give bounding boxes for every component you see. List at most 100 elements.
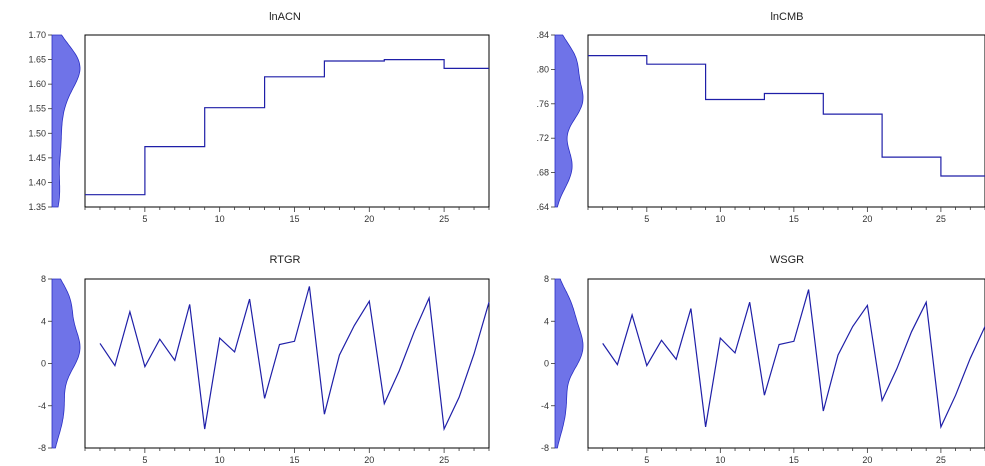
- data-point: [233, 107, 235, 109]
- y-tick-label: .80: [536, 64, 549, 74]
- data-point: [631, 314, 633, 316]
- data-point: [174, 145, 176, 147]
- data-point: [458, 67, 460, 69]
- data-point: [263, 397, 265, 399]
- data-point: [866, 113, 868, 115]
- data-point: [398, 370, 400, 372]
- chart-panel-lnACN: lnACN 1.35 1.40 1.45 1.50 1.55 1.60 1.65 1.70 5 1…: [28, 11, 490, 224]
- chart-panel-lnCMB: lnCMB .64 .68 .72 .76 .80 .84 5 10 15 20 25: [536, 11, 985, 224]
- y-tick-label: 1.70: [28, 30, 46, 40]
- data-point: [793, 340, 795, 342]
- data-point: [353, 324, 355, 326]
- y-tick-label: 1.35: [28, 202, 46, 212]
- data-point: [910, 156, 912, 158]
- density-strip-lnACN: [51, 34, 81, 208]
- data-point: [793, 92, 795, 94]
- y-tick-label: -4: [541, 401, 549, 411]
- data-point: [940, 175, 942, 177]
- y-tick-label: 1.65: [28, 55, 46, 65]
- data-point: [114, 194, 116, 196]
- density-strip-lnCMB: [554, 34, 584, 208]
- data-point: [969, 175, 971, 177]
- y-tick-label: 1.40: [28, 177, 46, 187]
- data-point: [233, 351, 235, 353]
- data-point: [675, 63, 677, 65]
- y-tick-label: .84: [536, 30, 549, 40]
- data-point: [734, 98, 736, 100]
- data-point: [473, 67, 475, 69]
- data-point: [719, 98, 721, 100]
- x-tick-label: 25: [439, 455, 449, 465]
- series-line-lnACN: [85, 59, 489, 196]
- data-point: [443, 428, 445, 430]
- x-tick-label: 10: [715, 214, 725, 224]
- data-point: [704, 426, 706, 428]
- data-point: [189, 303, 191, 305]
- data-point: [851, 325, 853, 327]
- x-tick-label: 25: [439, 214, 449, 224]
- y-tick-label: 1.50: [28, 128, 46, 138]
- data-point: [293, 76, 295, 78]
- data-point: [969, 357, 971, 359]
- data-point: [84, 194, 86, 196]
- data-point: [368, 300, 370, 302]
- data-point: [488, 301, 490, 303]
- data-point: [837, 354, 839, 356]
- data-point: [602, 54, 604, 56]
- y-tick-label: 0: [41, 359, 46, 369]
- data-point: [413, 58, 415, 60]
- data-point: [323, 413, 325, 415]
- series-line-lnCMB: [588, 55, 985, 177]
- chart-title-lnCMB: lnCMB: [770, 11, 803, 23]
- y-tick-label: 1.60: [28, 79, 46, 89]
- y-tick-label: .64: [536, 202, 549, 212]
- x-tick-label: 20: [862, 214, 872, 224]
- data-point: [822, 113, 824, 115]
- data-point: [204, 428, 206, 430]
- data-point: [263, 76, 265, 78]
- data-point: [293, 340, 295, 342]
- data-point: [587, 54, 589, 56]
- data-point: [488, 67, 490, 69]
- x-tick-label: 20: [862, 455, 872, 465]
- data-point: [144, 365, 146, 367]
- data-point: [822, 410, 824, 412]
- data-point: [763, 92, 765, 94]
- x-tick-label: 15: [289, 214, 299, 224]
- data-point: [338, 60, 340, 62]
- data-point: [383, 58, 385, 60]
- x-tick-label: 20: [364, 214, 374, 224]
- data-point: [778, 92, 780, 94]
- data-point: [383, 402, 385, 404]
- y-tick-label: 0: [544, 359, 549, 369]
- y-tick-label: 1.55: [28, 104, 46, 114]
- x-tick-label: 5: [644, 214, 649, 224]
- plot-frame-lnACN: [84, 34, 490, 208]
- series-line-RTGR: [99, 286, 490, 432]
- data-point: [114, 364, 116, 366]
- data-point: [338, 354, 340, 356]
- y-tick-label: -8: [541, 443, 549, 453]
- data-point: [675, 358, 677, 360]
- x-tick-label: 20: [364, 455, 374, 465]
- density-strip-WSGR: [554, 278, 584, 449]
- data-point: [473, 353, 475, 355]
- data-point: [660, 63, 662, 65]
- data-point: [734, 352, 736, 354]
- data-point: [129, 311, 131, 313]
- y-tick-label: 4: [544, 316, 549, 326]
- data-point: [763, 394, 765, 396]
- data-point: [413, 331, 415, 333]
- data-point: [646, 63, 648, 65]
- plot-frame-lnCMB: [587, 34, 985, 208]
- data-point: [159, 338, 161, 340]
- data-point: [616, 363, 618, 365]
- data-point: [749, 98, 751, 100]
- chart-panel-WSGR: WSGR -8 -4 0 4 8 5 10 15 20 25: [541, 254, 985, 465]
- data-point: [398, 58, 400, 60]
- data-point: [954, 394, 956, 396]
- data-point: [807, 288, 809, 290]
- data-point: [458, 396, 460, 398]
- data-point: [631, 54, 633, 56]
- x-tick-label: 10: [215, 214, 225, 224]
